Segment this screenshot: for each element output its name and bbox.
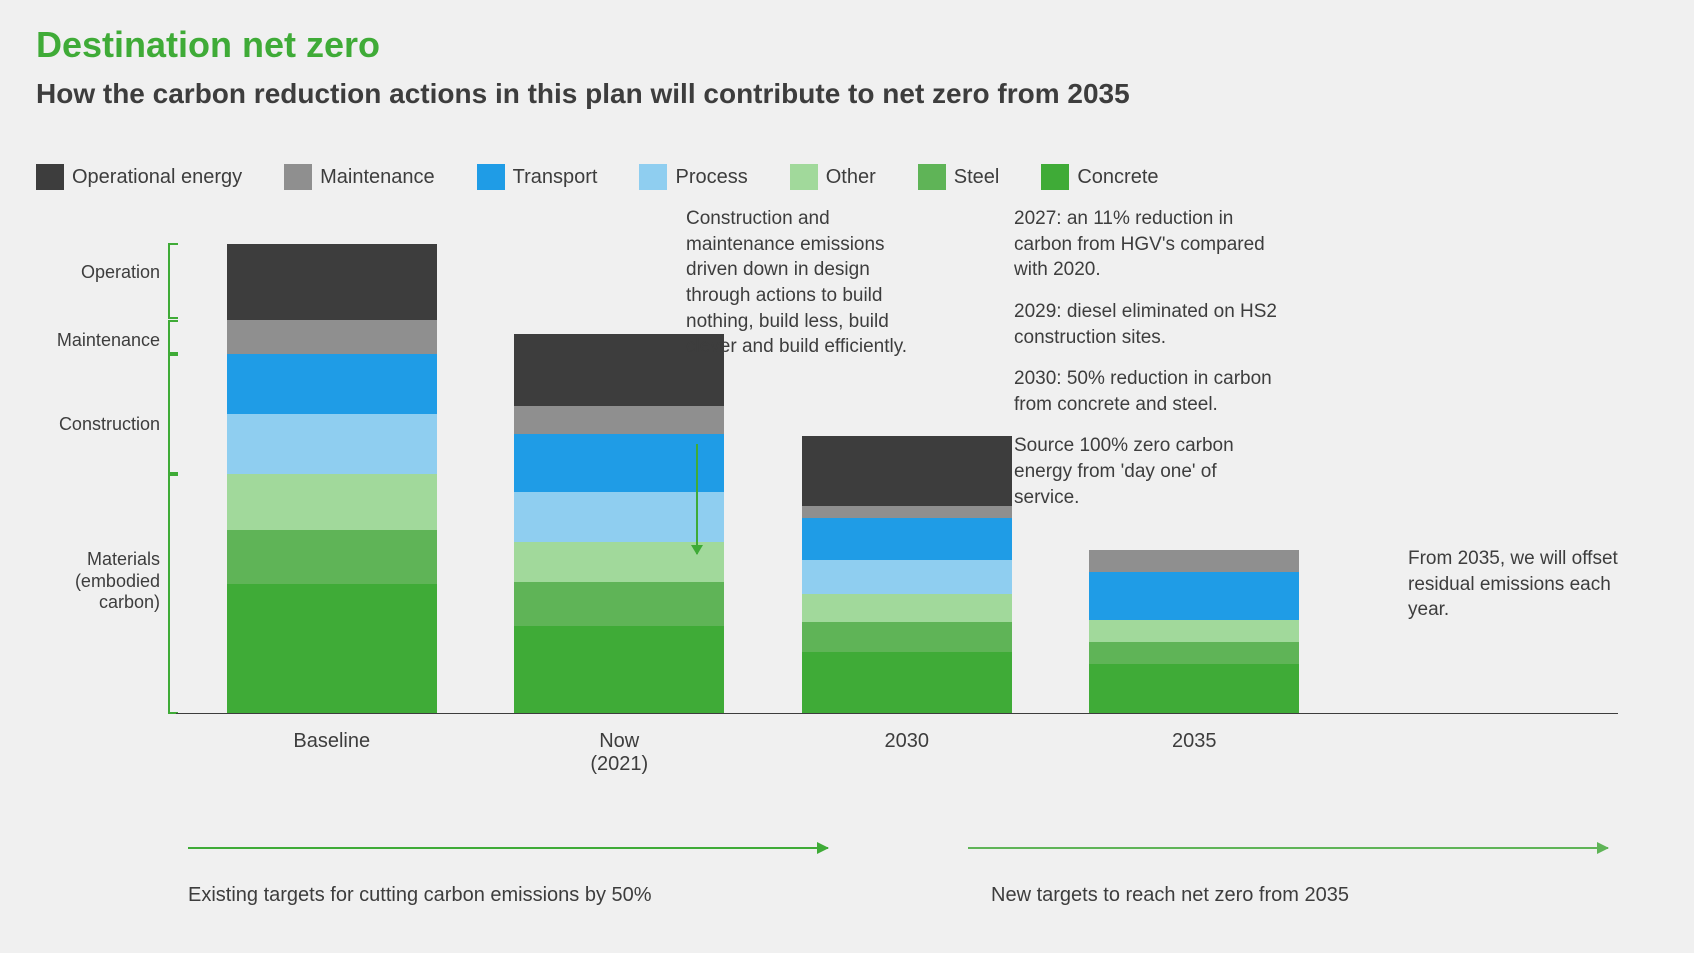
legend-item: Other xyxy=(790,164,876,190)
bracket-icon xyxy=(168,354,178,474)
bar-segment-other xyxy=(802,594,1012,622)
bar-segment-concrete xyxy=(802,652,1012,714)
legend-swatch xyxy=(639,164,667,190)
bar-segment-steel xyxy=(1089,642,1299,664)
bar xyxy=(227,244,437,714)
bar-segment-operational-energy xyxy=(802,436,1012,506)
bar-segment-steel xyxy=(802,622,1012,652)
bracket-icon xyxy=(168,320,178,354)
stacked-bar-chart: Operation Maintenance Construction Material… xyxy=(36,216,1658,736)
bar-segment-transport xyxy=(227,354,437,414)
bar-segment-concrete xyxy=(1089,664,1299,714)
legend-label: Transport xyxy=(513,166,598,189)
bar-segment-operational-energy xyxy=(227,244,437,320)
bracket-icon xyxy=(168,474,178,714)
bar xyxy=(802,436,1012,714)
footer-arrows xyxy=(188,835,1634,865)
bar-segment-other xyxy=(227,474,437,530)
bar-segment-steel xyxy=(514,582,724,626)
category-label: Maintenance xyxy=(57,330,160,352)
legend-swatch xyxy=(918,164,946,190)
legend-swatch xyxy=(477,164,505,190)
bar-segment-transport xyxy=(1089,572,1299,620)
x-axis-line xyxy=(176,713,1618,714)
legend-label: Concrete xyxy=(1077,166,1158,189)
legend: Operational energy Maintenance Transport Pr… xyxy=(36,164,1658,190)
bar-segment-other xyxy=(1089,620,1299,642)
bar-column xyxy=(188,244,476,714)
legend-label: Operational energy xyxy=(72,166,242,189)
legend-label: Steel xyxy=(954,166,1000,189)
x-axis-label: Baseline xyxy=(188,730,476,776)
bar-segment-transport xyxy=(802,518,1012,560)
legend-swatch xyxy=(284,164,312,190)
bar-segment-concrete xyxy=(227,584,437,714)
category-label: Construction xyxy=(59,414,160,436)
legend-label: Other xyxy=(826,166,876,189)
target-item: Source 100% zero carbon energy from 'day… xyxy=(1014,433,1284,510)
legend-item: Process xyxy=(639,164,747,190)
footer-label-right: New targets to reach net zero from 2035 xyxy=(831,884,1634,907)
bar-segment-maintenance xyxy=(514,406,724,434)
page-title: Destination net zero xyxy=(36,24,1658,66)
legend-item: Steel xyxy=(918,164,1000,190)
legend-label: Process xyxy=(675,166,747,189)
legend-label: Maintenance xyxy=(320,166,435,189)
legend-item: Operational energy xyxy=(36,164,242,190)
annotation-offset: From 2035, we will offset residual emiss… xyxy=(1408,546,1638,623)
arrow-right-icon xyxy=(968,847,1608,849)
bar xyxy=(1089,550,1299,714)
bar-segment-process xyxy=(802,560,1012,594)
arrow-down-icon xyxy=(696,444,698,554)
x-axis-label: Now(2021) xyxy=(476,730,764,776)
footer-labels: Existing targets for cutting carbon emis… xyxy=(188,884,1634,907)
legend-swatch xyxy=(36,164,64,190)
legend-swatch xyxy=(1041,164,1069,190)
bar-segment-process xyxy=(227,414,437,474)
page-subtitle: How the carbon reduction actions in this… xyxy=(36,78,1658,110)
annotation-construction: Construction and maintenance emissions d… xyxy=(686,206,926,360)
x-axis-label: 2035 xyxy=(1051,730,1339,776)
footer-label-left: Existing targets for cutting carbon emis… xyxy=(188,884,831,907)
category-label: Operation xyxy=(81,262,160,284)
arrow-right-icon xyxy=(188,847,828,849)
bar-segment-process xyxy=(514,492,724,542)
annotation-targets: 2027: an 11% reduction in carbon from HG… xyxy=(1014,206,1284,526)
target-item: 2030: 50% reduction in carbon from concr… xyxy=(1014,366,1284,417)
bar-segment-maintenance xyxy=(227,320,437,354)
category-label: Materials(embodiedcarbon) xyxy=(75,549,160,614)
bar xyxy=(514,334,724,714)
legend-swatch xyxy=(790,164,818,190)
x-axis-labels: BaselineNow(2021)20302035 xyxy=(188,730,1338,776)
legend-item: Transport xyxy=(477,164,598,190)
legend-item: Concrete xyxy=(1041,164,1158,190)
bar-segment-concrete xyxy=(514,626,724,714)
target-item: 2027: an 11% reduction in carbon from HG… xyxy=(1014,206,1284,283)
x-axis-label: 2030 xyxy=(763,730,1051,776)
legend-item: Maintenance xyxy=(284,164,435,190)
target-item: 2029: diesel eliminated on HS2 construct… xyxy=(1014,299,1284,350)
bracket-icon xyxy=(168,243,178,319)
bar-segment-maintenance xyxy=(802,506,1012,518)
bar-segment-steel xyxy=(227,530,437,584)
bar-segment-transport xyxy=(514,434,724,492)
bar-segment-maintenance xyxy=(1089,550,1299,572)
